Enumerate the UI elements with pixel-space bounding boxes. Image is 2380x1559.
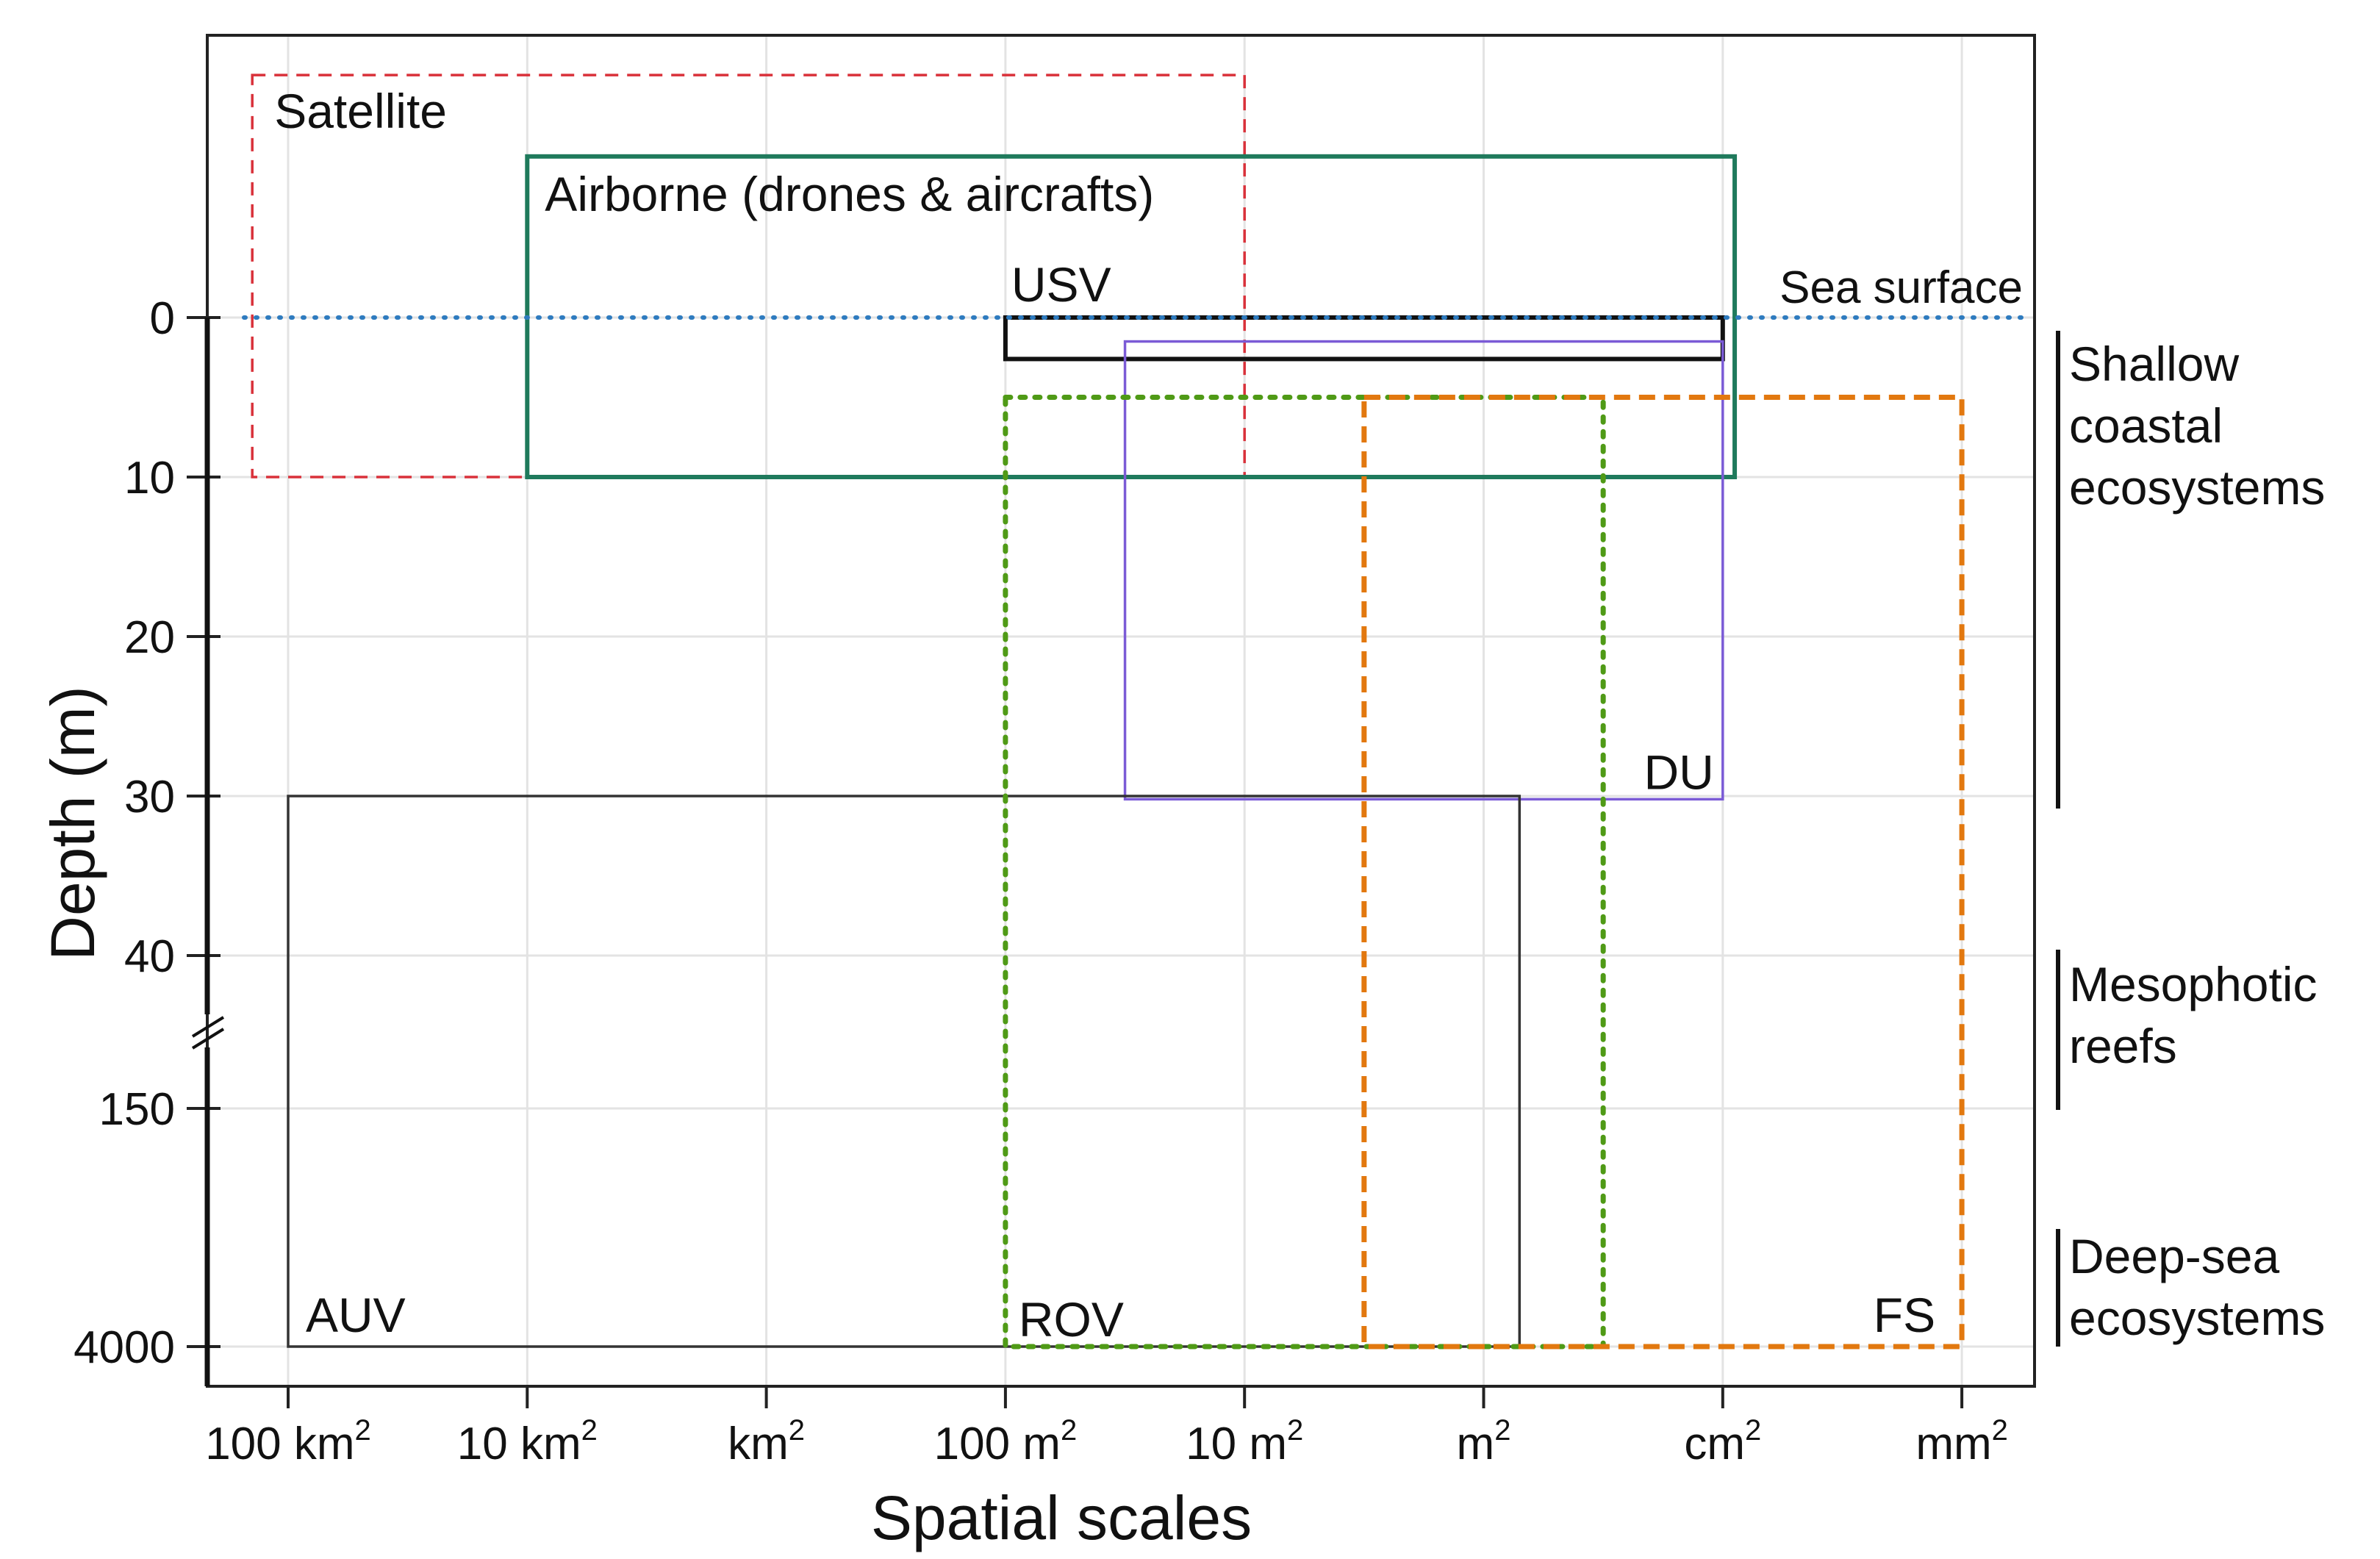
y-tick-label-20: 20 [124,612,175,663]
ecosystem-band-label-mesophotic: Mesophotic [2069,957,2318,1011]
ecosystem-band-label-shallow: Shallow [2069,337,2239,391]
y-tick-label-0: 0 [150,293,175,344]
axis-break-mark [191,1016,225,1038]
axes-group: 100 km2 10 km2 km2 100 m2 10 m2 m2 cm2 mm2 0 10 20… [74,293,2008,1469]
ecosystem-band-label-deep-sea: Deep-sea [2069,1229,2279,1283]
x-tick-label-100-m: 100 m2 [934,1414,1078,1469]
axis-break-mark [191,1028,225,1050]
series-boxes: Satellite Airborne (drones & aircrafts) US… [251,74,1965,1350]
y-tick-label-10: 10 [124,453,175,503]
x-tick-label-100-km: 100 km2 [205,1414,371,1469]
series-label-airborne-drones-aircrafts: Airborne (drones & aircrafts) [545,167,1154,221]
series-label-du: DU [1644,745,1713,799]
y-tick-label-30: 30 [124,772,175,822]
plot-frame [206,34,2036,1388]
y-tick-label-4000: 4000 [74,1322,175,1373]
y-tick-label-40: 40 [124,931,175,982]
series-box-fs [1361,395,1965,1350]
grid-lines [207,35,2035,1386]
ecosystem-band-label-ecosystems: ecosystems [2069,460,2325,515]
ecosystem-band-label-reefs: reefs [2069,1019,2177,1073]
ecosystem-bands: Shallow coastal ecosystems Mesophotic reefs D… [2056,331,2325,1347]
x-tick-label-10-m: 10 m2 [1186,1414,1303,1469]
y-tick-label-150: 150 [99,1084,175,1135]
ecosystem-band-label-coastal: coastal [2069,398,2223,453]
y-axis-title: Depth (m) [38,686,107,960]
x-tick-label-10-km: 10 km2 [457,1414,598,1469]
x-tick-label-mm: mm2 [1915,1414,2008,1469]
series-box-rov [1003,395,1606,1350]
series-box-du [1123,340,1724,801]
x-tick-label-cm: cm2 [1684,1414,1761,1469]
series-box-satellite [251,74,1246,479]
series-label-auv: AUV [306,1288,406,1342]
series-box-auv [287,795,1521,1348]
sea-surface-label: Sea surface [1779,262,2023,313]
x-tick-label-m: m2 [1457,1414,1511,1469]
series-label-rov: ROV [1019,1292,1124,1347]
series-label-usv: USV [1011,257,1111,312]
sea-surface-group: Sea surface [242,262,2031,320]
x-axis-title: Spatial scales [871,1483,1252,1552]
ecosystem-band-label-ecosystems: ecosystems [2069,1291,2325,1345]
x-tick-label-km: km2 [728,1414,805,1469]
series-label-satellite: Satellite [274,84,447,138]
series-label-fs: FS [1874,1288,1935,1342]
series-box-usv [1003,315,1725,362]
